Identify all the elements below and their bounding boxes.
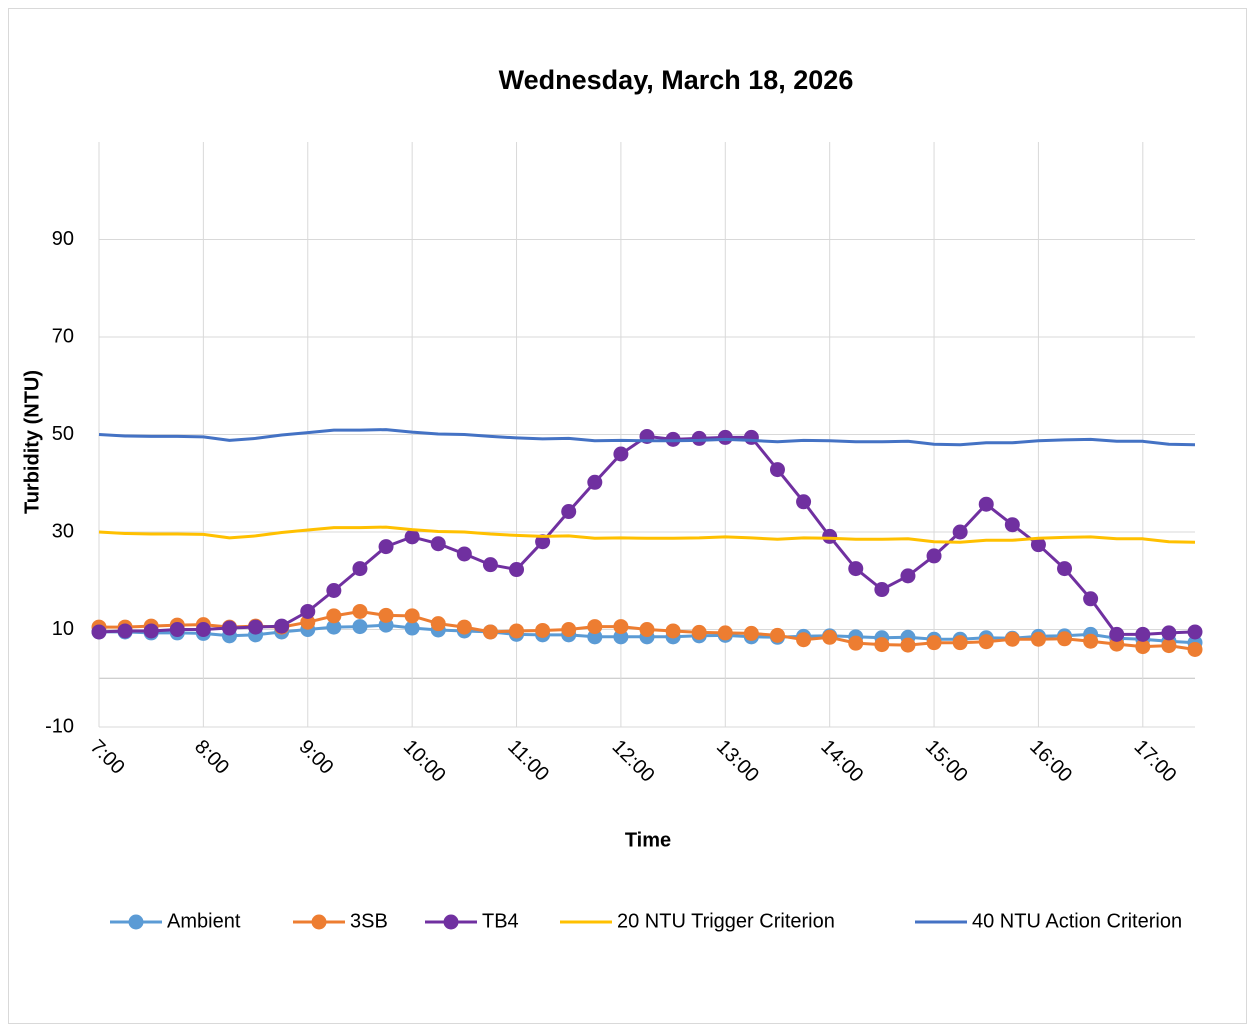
y-tick-label: 10 [52, 618, 74, 640]
data-point [691, 624, 707, 640]
data-point [587, 474, 603, 490]
data-point [1135, 639, 1151, 655]
data-point [587, 619, 603, 635]
data-point [848, 561, 864, 577]
data-point [1083, 591, 1099, 607]
data-point [1057, 631, 1073, 647]
data-point [1004, 631, 1020, 647]
data-point [378, 607, 394, 623]
data-point [1109, 626, 1125, 642]
data-point [326, 583, 342, 598]
data-point [456, 546, 472, 562]
data-point [91, 624, 107, 640]
data-point [509, 562, 525, 578]
data-point [430, 616, 446, 632]
chart-frame [8, 8, 1247, 1024]
data-point [300, 603, 316, 619]
data-point [848, 635, 864, 651]
data-point [300, 614, 316, 630]
data-point [613, 446, 629, 462]
data-point [535, 622, 551, 638]
data-point [404, 529, 420, 545]
y-tick-label: 30 [52, 520, 74, 542]
data-point [1083, 633, 1099, 649]
data-point [822, 528, 838, 544]
y-tick-label: -10 [45, 715, 74, 737]
data-point [352, 561, 368, 577]
data-point [1030, 537, 1046, 553]
y-axis-label: Turbidity (NTU) [21, 370, 43, 514]
data-point [561, 622, 577, 637]
data-point [1135, 626, 1151, 642]
data-point [822, 629, 838, 645]
data-point [482, 624, 498, 640]
data-point [796, 494, 812, 510]
data-point [535, 534, 551, 550]
legend-marker [443, 914, 459, 930]
data-point [952, 524, 968, 540]
data-point [900, 568, 916, 584]
data-point [1187, 641, 1203, 657]
data-point [978, 496, 994, 512]
legend-label: 20 NTU Trigger Criterion [617, 910, 835, 932]
data-point [352, 603, 368, 619]
data-point [430, 536, 446, 552]
legend-label: TB4 [482, 910, 519, 932]
data-point [456, 619, 472, 635]
data-point [926, 548, 942, 564]
chart-title: Wednesday, March 18, 2026 [499, 65, 854, 95]
legend-label: 40 NTU Action Criterion [972, 910, 1182, 932]
data-point [769, 462, 785, 478]
data-point [717, 429, 733, 445]
data-point [326, 608, 342, 624]
data-point [743, 625, 759, 641]
data-point [1161, 625, 1177, 641]
y-tick-label: 90 [52, 228, 74, 250]
data-point [743, 429, 759, 445]
data-point [926, 635, 942, 651]
data-point [639, 622, 655, 637]
data-point [326, 619, 342, 635]
data-point [169, 622, 185, 637]
data-point [796, 632, 812, 648]
data-point [900, 637, 916, 653]
data-point [404, 608, 420, 624]
x-axis-label: Time [625, 829, 671, 851]
data-point [143, 623, 159, 639]
data-point [1030, 631, 1046, 647]
data-point [1057, 561, 1073, 577]
data-point [561, 504, 577, 520]
data-point [1161, 638, 1177, 654]
y-tick-label: 50 [52, 423, 74, 445]
data-point [1004, 517, 1020, 533]
data-point [952, 635, 968, 651]
data-point [482, 557, 498, 573]
data-point [352, 619, 368, 635]
data-point [691, 430, 707, 446]
data-point [221, 620, 237, 636]
y-tick-label: 70 [52, 325, 74, 347]
data-point [874, 637, 890, 653]
legend-label: Ambient [167, 910, 241, 932]
data-point [509, 623, 525, 639]
data-point [117, 623, 133, 639]
data-point [378, 539, 394, 555]
data-point [769, 627, 785, 643]
data-point [248, 619, 264, 635]
series-line [98, 428, 1196, 447]
data-point [274, 618, 290, 634]
legend-marker [311, 914, 327, 930]
data-point [978, 634, 994, 650]
data-point [195, 622, 211, 637]
data-point [1187, 624, 1203, 640]
data-point [874, 582, 890, 598]
data-point [404, 620, 420, 636]
series-line [98, 525, 1196, 544]
legend-label: 3SB [350, 910, 388, 932]
data-point [613, 619, 629, 635]
data-point [717, 625, 733, 641]
legend-marker [128, 914, 144, 930]
data-point [665, 623, 681, 639]
